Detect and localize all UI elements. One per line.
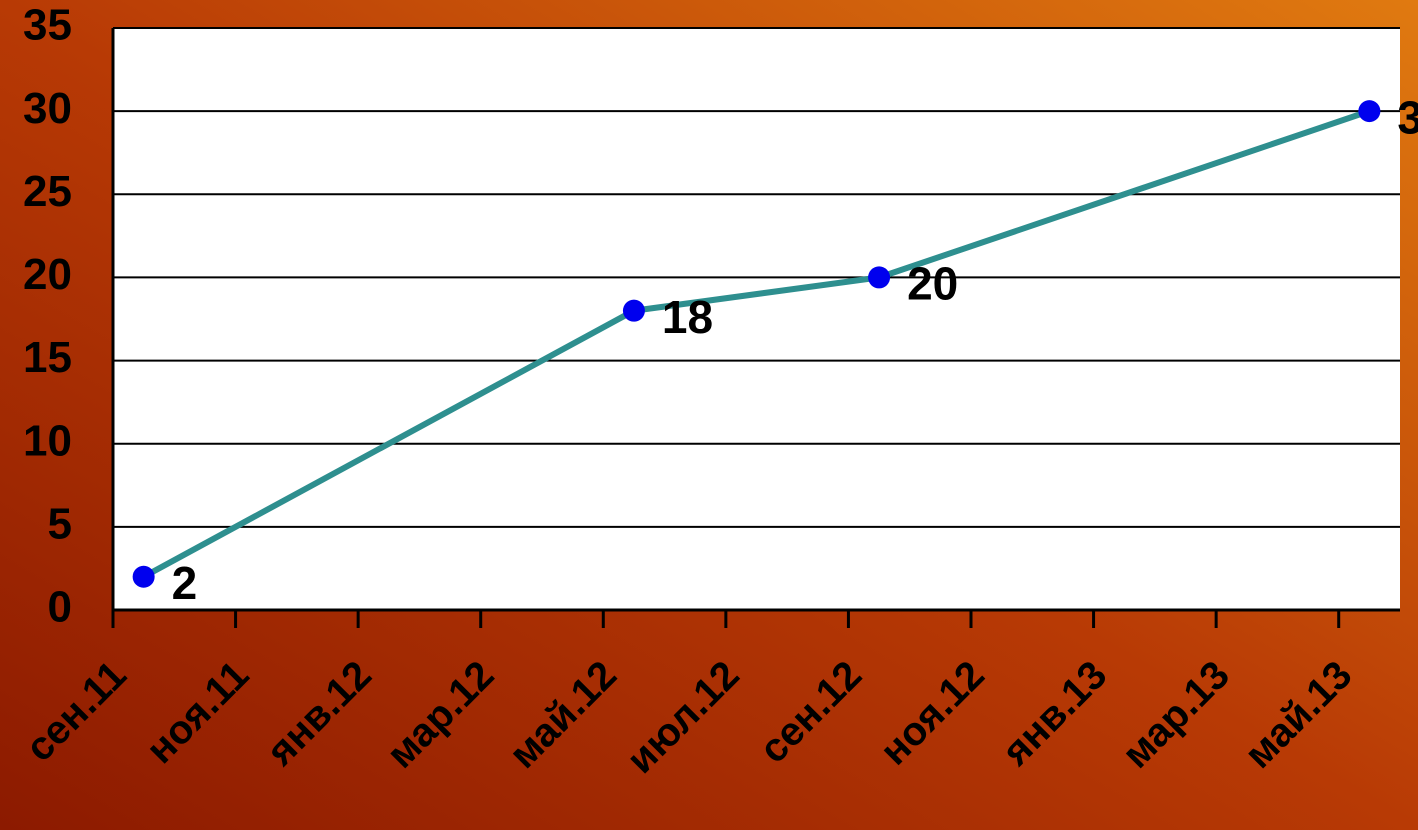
plot-area [113,28,1400,610]
y-tick-label: 5 [48,499,72,548]
y-tick-label: 30 [23,84,72,133]
y-tick-label: 25 [23,167,72,216]
y-tick-label: 0 [48,583,72,632]
data-label: 20 [907,258,958,310]
marker [1358,100,1381,123]
data-label: 30 [1397,91,1418,143]
data-label: 2 [172,557,198,609]
y-tick-label: 35 [23,1,72,50]
data-label: 18 [662,291,713,343]
y-tick-label: 15 [23,333,72,382]
marker [132,565,155,588]
marker [868,266,891,289]
y-tick-label: 20 [23,250,72,299]
marker [622,299,645,322]
y-tick-label: 10 [23,416,72,465]
line [142,108,1371,580]
